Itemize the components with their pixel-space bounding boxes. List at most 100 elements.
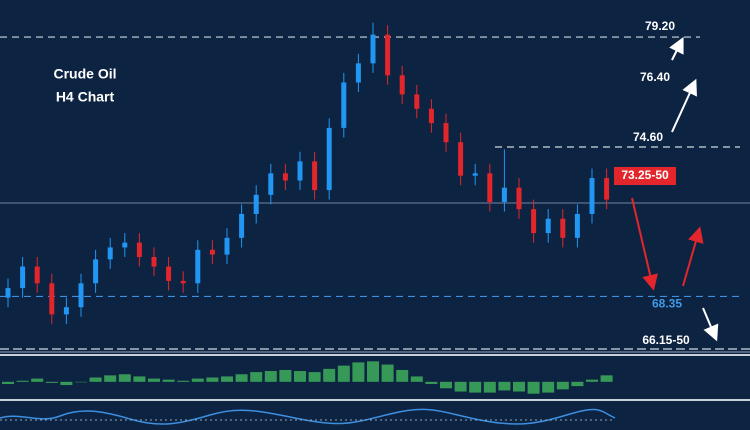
level-label: 66.15-50 [642, 333, 690, 347]
oscillator-bar [31, 378, 44, 382]
candle-body [63, 307, 69, 315]
candle-body [414, 94, 420, 109]
oscillator-bar [16, 380, 29, 382]
candle-body [151, 256, 157, 267]
level-label: 79.20 [645, 19, 675, 33]
candle-body [531, 209, 537, 234]
level-label: 73.25-50 [621, 168, 669, 182]
candle-body [224, 237, 230, 255]
oscillator-bar [586, 379, 598, 382]
oscillator-bar [367, 361, 379, 382]
oscillator-bar [250, 372, 263, 382]
oscillator-bar [308, 372, 321, 382]
oscillator-bar [381, 364, 394, 382]
candle-body [443, 123, 449, 143]
candle-body [341, 82, 347, 128]
oscillator-bar [440, 381, 452, 389]
oscillator-bar [191, 378, 204, 382]
candle-body [516, 187, 522, 210]
oscillator-bar [60, 381, 73, 386]
candle-body [458, 142, 464, 176]
candle-body [107, 247, 113, 260]
candle-body [93, 259, 99, 284]
candle-body [34, 266, 40, 284]
oscillator-bar [162, 379, 175, 382]
oscillator-bar [600, 375, 613, 382]
oscillator-bar [294, 371, 306, 382]
oscillator-bar [279, 369, 292, 382]
oscillator-bar [513, 381, 525, 392]
candle-body [355, 63, 361, 83]
arrow [671, 78, 697, 133]
oscillator-bar [177, 380, 190, 382]
candle-body [49, 283, 55, 315]
chart-subtitle: H4 Chart [56, 89, 115, 105]
candle-body [253, 194, 259, 214]
oscillator-bar [221, 376, 233, 382]
candle-body [20, 266, 26, 289]
candle-body [604, 178, 610, 200]
oscillator-bar [410, 376, 423, 382]
candle-body [487, 173, 493, 203]
oscillator-bar [2, 381, 14, 384]
arrow [631, 197, 658, 291]
oscillator-bar [454, 381, 467, 392]
candle-body [428, 108, 434, 124]
oscillator-bar [542, 381, 555, 393]
candle-body [326, 127, 332, 191]
candle-body [297, 161, 303, 181]
candle-body [385, 34, 391, 76]
oscillator-bar [556, 381, 569, 390]
oscillator-bar [337, 365, 350, 382]
oscillator-bar [133, 376, 146, 382]
candle-body [370, 34, 376, 64]
level-label: 68.35 [652, 297, 682, 311]
candle-body [399, 75, 405, 95]
oscillator-bar [469, 381, 482, 393]
candle-body [589, 178, 595, 214]
chart-title: Crude Oil [53, 66, 116, 82]
candle-body [312, 161, 318, 191]
oscillator-bar [104, 375, 117, 382]
oscillator-bar [323, 368, 336, 382]
candle-body [472, 173, 478, 176]
candle-body [545, 218, 551, 234]
oscillator-bar [498, 381, 511, 391]
level-label-box [614, 167, 676, 185]
candle-body [5, 288, 11, 298]
candle-body [78, 283, 84, 308]
candle-body [166, 266, 172, 281]
oscillator-bar [89, 377, 102, 382]
candle-body [195, 249, 201, 284]
indicator-line [0, 408, 616, 425]
oscillator-bar [527, 381, 540, 394]
candle-body [560, 218, 566, 238]
oscillator-bar [352, 362, 365, 382]
candle-body [282, 173, 288, 181]
arrow [682, 226, 704, 287]
oscillator-bar [45, 381, 58, 383]
level-label: 76.40 [640, 70, 670, 84]
candle-body [574, 213, 580, 238]
arrow [669, 36, 684, 61]
level-label: 74.60 [633, 130, 663, 144]
candle-body [209, 249, 215, 255]
candle-body [239, 213, 245, 238]
candle-body [122, 242, 128, 248]
oscillator-bar [235, 374, 248, 382]
oscillator-bar [425, 381, 438, 384]
oscillator-bar [483, 381, 496, 393]
arrow [702, 307, 719, 342]
candle-body [501, 187, 507, 203]
candle-body [268, 173, 274, 195]
candle-body [180, 280, 186, 284]
oscillator-bar [571, 381, 584, 387]
oscillator-bar [264, 371, 277, 382]
oscillator-bar [396, 369, 409, 382]
candle-body [136, 242, 142, 257]
oscillator-bar [206, 377, 219, 382]
oscillator-bar [118, 374, 131, 382]
oscillator-bar [148, 378, 160, 382]
